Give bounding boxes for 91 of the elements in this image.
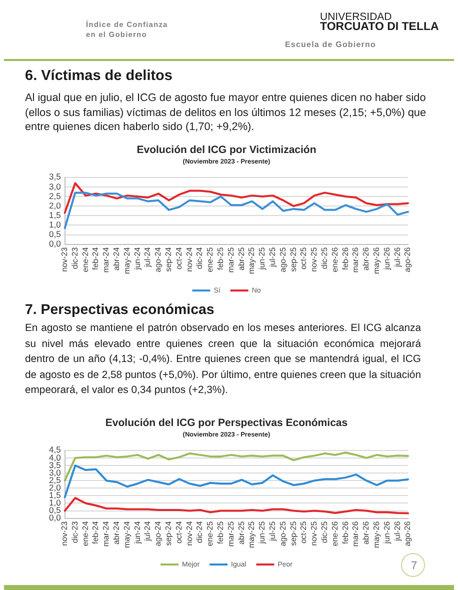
x-tick-label: abr-26: [362, 246, 371, 270]
x-tick-label: jul-25: [268, 246, 278, 268]
x-tick-label: oct-24: [174, 520, 184, 544]
x-tick-label: dic-23: [70, 246, 80, 270]
x-tick-label: oct-24: [174, 246, 184, 270]
x-tick-label: jun-25: [258, 520, 267, 545]
y-tick-label: 0,0: [48, 238, 62, 249]
x-tick-label: feb-25: [216, 246, 226, 270]
x-tick-label: may-26: [372, 520, 382, 548]
y-tick-label: 1,0: [48, 498, 62, 508]
x-tick-label: ago-25: [278, 520, 288, 546]
x-tick-label: may-25: [247, 246, 256, 274]
x-tick-label: ago-26: [403, 520, 412, 546]
x-tick-label: may-24: [122, 246, 132, 274]
x-tick-label: feb-24: [91, 246, 100, 270]
x-tick-label: may-26: [372, 246, 382, 274]
x-tick-label: abr-25: [236, 520, 246, 544]
x-tick-label: jun-26: [382, 520, 392, 545]
x-tick-label: nov-25: [310, 520, 319, 546]
x-tick-label: ene-24: [80, 246, 90, 272]
x-tick-label: jul-24: [143, 246, 152, 268]
x-tick-label: feb-24: [91, 520, 100, 544]
x-tick-label: mar-25: [226, 520, 236, 547]
x-tick-label: jun-26: [382, 246, 392, 271]
text: 6. Víctimas de delitos: [25, 68, 172, 84]
text: En agosto se mantiene el patrón observado en los meses anteriores. El ICG alcanza su nivel más elevado entre quienes creen que la situación económica mejorará dentro de un año (4,13; -0,4%). Entre quienes creen que se mantendrá igual, el ICG de agosto es de 2,58 puntos (+5,0%). Por último, entre quienes creen que la situación empeorará, el valor es 0,34 puntos (+2,3%).: [25, 322, 421, 398]
x-tick-label: jul-26: [392, 246, 402, 268]
y-tick-label: 4,0: [48, 452, 62, 462]
x-tick-label: jun-24: [132, 520, 142, 545]
x-tick-label: oct-25: [299, 520, 308, 544]
x-tick-label: dic-25: [320, 520, 330, 544]
x-tick-label: mar-24: [102, 246, 111, 273]
x-tick-label: ago-24: [154, 520, 163, 546]
x-tick-label: ago-24: [154, 246, 163, 272]
x-tick-label: abr-24: [112, 520, 122, 544]
x-tick-label: nov-24: [184, 246, 194, 272]
x-tick-label: nov-23: [60, 246, 70, 272]
x-tick-label: abr-24: [112, 246, 122, 270]
chart-title: Evolución del ICG por Perspectivas Económicas: [105, 417, 348, 430]
x-tick-label: dic-24: [195, 246, 204, 270]
chart-title: Evolución del ICG por Victimización: [136, 144, 316, 156]
x-tick-label: dic-23: [70, 520, 80, 544]
y-tick-label: 2,0: [48, 200, 62, 210]
x-tick-label: may-25: [247, 520, 256, 548]
y-tick-label: 1,0: [48, 220, 62, 230]
x-tick-label: ene-25: [206, 520, 215, 546]
text: Escuela de Gobierno: [285, 40, 376, 49]
x-tick-label: abr-26: [362, 520, 371, 544]
x-tick-label: mar-24: [102, 520, 111, 547]
x-tick-label: jul-26: [392, 520, 402, 542]
x-tick-label: sep-24: [164, 520, 174, 546]
y-tick-label: 0,0: [48, 512, 62, 523]
y-tick-label: 3,5: [48, 172, 62, 182]
x-tick-label: ene-26: [330, 520, 340, 546]
text: Al igual que en julio, el ICG de agosto fue mayor entre quienes dicen no haber sido (ellos o sus familias) víctimas de delitos en los últimos 12 meses (2,15; +5,0%) que entre quienes dicen haberlo sido (1,70; +9,2%).: [25, 91, 428, 135]
y-tick-label: 3,0: [48, 181, 62, 192]
x-tick-label: feb-26: [340, 520, 350, 544]
x-tick-label: ene-24: [80, 520, 90, 546]
x-tick-label: oct-25: [299, 246, 308, 270]
x-tick-label: ene-26: [330, 246, 340, 272]
x-tick-label: jul-25: [268, 520, 278, 542]
x-tick-label: ene-25: [206, 246, 215, 272]
y-tick-label: 2,5: [48, 190, 62, 201]
x-tick-label: mar-25: [226, 246, 236, 273]
y-tick-label: 0,5: [48, 229, 62, 240]
x-tick-label: sep-25: [288, 520, 298, 546]
x-tick-label: ago-26: [403, 246, 412, 272]
x-tick-label: may-24: [122, 520, 132, 548]
x-tick-label: feb-25: [216, 520, 226, 544]
x-tick-label: sep-25: [288, 246, 298, 272]
x-tick-label: sep-24: [164, 246, 174, 272]
y-tick-label: 1,5: [48, 210, 62, 220]
x-tick-label: nov-25: [310, 246, 319, 272]
x-tick-label: mar-26: [351, 246, 360, 273]
x-tick-label: nov-23: [60, 520, 70, 546]
x-tick-label: nov-24: [184, 520, 194, 546]
x-tick-label: jun-25: [258, 246, 267, 271]
x-tick-label: dic-25: [320, 246, 330, 270]
y-tick-label: 4,5: [48, 444, 62, 455]
y-tick-label: 1,5: [48, 490, 62, 500]
x-tick-label: mar-26: [351, 520, 360, 547]
x-tick-label: feb-26: [340, 246, 350, 270]
x-tick-label: jul-24: [143, 520, 152, 542]
x-tick-label: dic-24: [195, 520, 204, 544]
x-tick-label: jun-24: [132, 246, 142, 271]
text: 7. Perspectivas económicas: [25, 302, 214, 318]
text: UNIVERSIDAD: [320, 11, 392, 23]
x-tick-label: ago-25: [278, 246, 288, 272]
text: TORCUATO DI TELLA: [320, 21, 439, 33]
y-tick-label: 0,5: [48, 505, 62, 516]
x-tick-label: abr-25: [236, 246, 246, 270]
